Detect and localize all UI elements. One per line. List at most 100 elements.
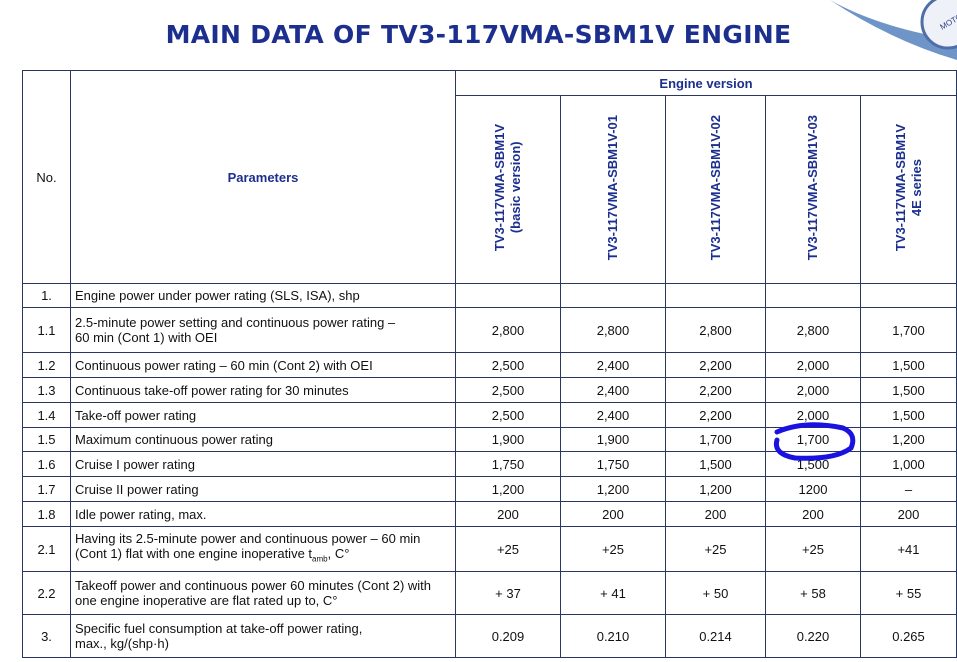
parameter-line: Cruise I power rating xyxy=(75,456,195,472)
value-cell xyxy=(455,283,561,308)
value-cell: 2,500 xyxy=(455,402,561,428)
parameter-subscript: amb xyxy=(312,554,328,564)
value-cell: 2,200 xyxy=(665,352,766,378)
version-label: TV3-117VMA-SBM1V 4E series xyxy=(893,124,925,251)
row-number: 1.5 xyxy=(22,427,71,452)
version-line: TV3-117VMA-SBM1V-02 xyxy=(707,115,723,261)
row-number: 2.1 xyxy=(22,526,71,572)
hand-drawn-circle xyxy=(773,422,856,461)
value-cell: 1,750 xyxy=(560,451,666,477)
value-cell: + 58 xyxy=(765,571,861,615)
parameter: Cruise I power rating xyxy=(70,451,456,477)
value-cell: 1,200 xyxy=(859,427,957,452)
parameter-line: Takeoff power and continuous power 60 mi… xyxy=(75,578,432,593)
data-table: No. Parameters Engine version TV3-117VMA… xyxy=(22,70,957,658)
value-cell: 2,500 xyxy=(455,377,561,403)
value-cell: 1,700 xyxy=(665,427,766,452)
title: MAIN DATA OF TV3-117VMA-SBM1V ENGINE xyxy=(165,20,792,49)
table-row: 1.1 2.5-minute power setting and continuo… xyxy=(22,307,957,353)
version-header: TV3-117VMA-SBM1V (basic version) xyxy=(455,95,561,284)
table-row: 2.2 Takeoff power and continuous power 60… xyxy=(22,571,957,615)
parameter: Takeoff power and continuous power 60 mi… xyxy=(70,571,456,615)
value-cell: 0.210 xyxy=(560,614,666,658)
value-cell: 2,500 xyxy=(455,352,561,378)
row-number: 3. xyxy=(22,614,71,658)
header-parameters: Parameters xyxy=(70,70,456,284)
row-number: 2.2 xyxy=(22,571,71,615)
annotation-layer xyxy=(773,422,856,461)
value-cell: 1,200 xyxy=(455,476,561,502)
version-label: TV3-117VMA-SBM1V-03 xyxy=(805,115,821,260)
value-cell: 1,500 xyxy=(859,352,957,378)
value-cell: + 37 xyxy=(455,571,561,615)
value-cell: 0.220 xyxy=(765,614,861,658)
value-cell: 2,000 xyxy=(765,377,861,403)
parameter: Cruise II power rating xyxy=(70,476,456,502)
row-number: 1.2 xyxy=(22,352,71,378)
value-cell: + 50 xyxy=(665,571,766,615)
value-cell: 200 xyxy=(665,501,766,527)
version-header: TV3-117VMA-SBM1V-01 xyxy=(560,95,666,284)
logo-emblem xyxy=(920,0,957,50)
value-cell: +25 xyxy=(665,526,766,572)
table-row: 2.1 Having its 2.5-minute power and conti… xyxy=(22,526,957,572)
value-cell: +25 xyxy=(455,526,561,572)
version-header: TV3-117VMA-SBM1V-03 xyxy=(765,95,861,284)
value-cell: 1,500 xyxy=(665,451,766,477)
parameter-line: Idle power rating, max. xyxy=(75,506,207,522)
value-cell: 1,200 xyxy=(560,476,666,502)
row-number: 1. xyxy=(22,283,71,308)
value-cell xyxy=(765,283,861,308)
parameter-line: Continuous take-off power rating for 30 … xyxy=(75,382,349,398)
version-line: TV3-117VMA-SBM1V-01 xyxy=(605,115,620,261)
row-number: 1.4 xyxy=(22,402,71,428)
value-cell: 200 xyxy=(455,501,561,527)
parameter-line: 2.5-minute power setting and continuous … xyxy=(75,315,396,330)
parameter-line: Cruise II power rating xyxy=(75,481,199,497)
parameter-line: Continuous power rating – 60 min (Cont 2… xyxy=(75,357,373,373)
value-cell: 1,900 xyxy=(560,427,666,452)
logo-swoosh xyxy=(830,0,957,60)
value-cell: 0.209 xyxy=(455,614,561,658)
parameter: Maximum continuous power rating xyxy=(70,427,456,452)
value-cell: 0.265 xyxy=(859,614,957,658)
table-row: 3. Specific fuel consumption at take-off … xyxy=(22,614,957,658)
parameter-line: (Cont 1) flat with one engine inoperativ… xyxy=(75,546,313,562)
value-cell: 2,400 xyxy=(560,352,666,378)
parameter: Continuous take-off power rating for 30 … xyxy=(70,377,456,403)
version-line: TV3-117VMA-SBM1V-03 xyxy=(805,115,820,261)
parameter-line: Engine power under power rating (SLS, IS… xyxy=(75,288,360,303)
value-cell: 2,200 xyxy=(665,402,766,428)
value-cell: 200 xyxy=(560,501,666,527)
parameter: Having its 2.5-minute power and continuo… xyxy=(70,526,456,572)
version-line: 4E series xyxy=(908,159,924,217)
parameter-line: 60 min (Cont 1) with OEI xyxy=(75,330,218,345)
value-cell: 1,000 xyxy=(859,451,957,477)
parameter-line: Specific fuel consumption at take-off po… xyxy=(75,621,363,636)
value-cell: +25 xyxy=(560,526,666,572)
parameter-line: Maximum continuous power rating xyxy=(75,432,273,447)
value-cell: 1,900 xyxy=(455,427,561,452)
table-row: 1.3 Continuous take-off power rating for … xyxy=(22,377,957,403)
header-group: Engine version xyxy=(454,70,957,96)
value-cell: 1,700 xyxy=(859,307,957,353)
logo: MOTOR xyxy=(830,0,957,60)
version-line: (basic version) xyxy=(508,142,523,234)
version-header: TV3-117VMA-SBM1V 4E series xyxy=(859,95,957,284)
value-cell: 2,200 xyxy=(665,377,766,403)
value-cell: +25 xyxy=(765,526,861,572)
row-number: 1.8 xyxy=(22,501,71,527)
value-cell: 0.214 xyxy=(665,614,766,658)
value-cell: 2,800 xyxy=(765,307,861,353)
parameter: Idle power rating, max. xyxy=(70,501,456,527)
value-cell: 1,500 xyxy=(859,377,957,403)
value-cell: 2,800 xyxy=(455,307,561,353)
parameter: 2.5-minute power setting and continuous … xyxy=(70,307,456,353)
value-cell: 2,400 xyxy=(560,377,666,403)
value-cell xyxy=(560,283,666,308)
version-label: TV3-117VMA-SBM1V-01 xyxy=(605,115,621,260)
value-cell: 2,400 xyxy=(560,402,666,428)
value-cell xyxy=(859,283,957,308)
value-cell: 1,200 xyxy=(665,476,766,502)
